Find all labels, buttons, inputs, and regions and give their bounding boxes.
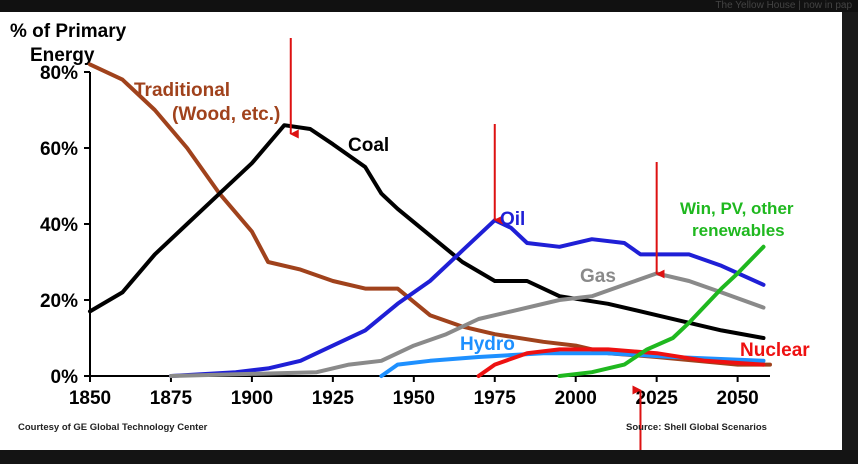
x-tick-label: 2025 — [636, 388, 679, 409]
x-axis-ticks: 1850 1875 1900 1925 1950 1975 2000 2025 2050 — [69, 376, 759, 409]
label-oil: Oil — [500, 209, 525, 230]
x-tick-label: 1950 — [393, 388, 435, 409]
series-line-gas — [169, 271, 766, 378]
credit-left: Courtesy of GE Global Technology Center — [18, 422, 208, 433]
y-tick-label: 20% — [40, 291, 78, 312]
x-tick-label: 2000 — [555, 388, 597, 409]
energy-share-chart: % of Primary Energy 0%20%40%60%80% 1850 1… — [10, 21, 810, 450]
x-tick-label: 1850 — [69, 388, 111, 409]
label-coal: Coal — [348, 135, 389, 156]
y-axis-ticks: 0% 20% 40% 60% 80% — [40, 63, 90, 388]
x-tick-label: 1925 — [312, 388, 355, 409]
series-line-hydro — [379, 351, 766, 378]
credit-right: Source: Shell Global Scenarios — [626, 422, 767, 433]
label-renewables-line2: renewables — [692, 221, 785, 240]
x-tick-label: 1875 — [150, 388, 193, 409]
label-traditional-line1: Traditional — [134, 80, 230, 101]
y-tick-label: 80% — [40, 63, 78, 84]
top-strip: The Yellow House | now in pap — [0, 0, 858, 12]
label-traditional-line2: (Wood, etc.) — [172, 104, 280, 125]
label-gas: Gas — [580, 266, 616, 287]
y-tick-label: 0% — [51, 367, 79, 388]
label-nuclear: Nuclear — [740, 340, 810, 361]
annotation-arrows — [289, 38, 665, 450]
x-tick-label: 2050 — [716, 388, 758, 409]
top-strip-text: The Yellow House | now in pap — [715, 0, 852, 11]
y-tick-label: 60% — [40, 139, 78, 160]
bottom-edge-bar — [0, 450, 858, 464]
x-tick-label: 1900 — [231, 388, 273, 409]
series-line-coal — [88, 123, 766, 340]
label-renewables-line1: Win, PV, other — [680, 199, 794, 218]
slide: % of Primary Energy 0% 20% 40% 60% 80% 1850 1… — [0, 12, 842, 450]
y-axis-title-line2: Energy — [30, 45, 95, 66]
label-hydro: Hydro — [460, 334, 515, 355]
series-line-win-pv-other-renewables — [557, 244, 766, 378]
y-axis-title-line1: % of Primary — [10, 21, 127, 42]
series-line-nuclear — [476, 347, 766, 378]
right-edge-bar — [842, 12, 858, 450]
y-tick-label: 40% — [40, 215, 78, 236]
x-tick-label: 1975 — [474, 388, 517, 409]
